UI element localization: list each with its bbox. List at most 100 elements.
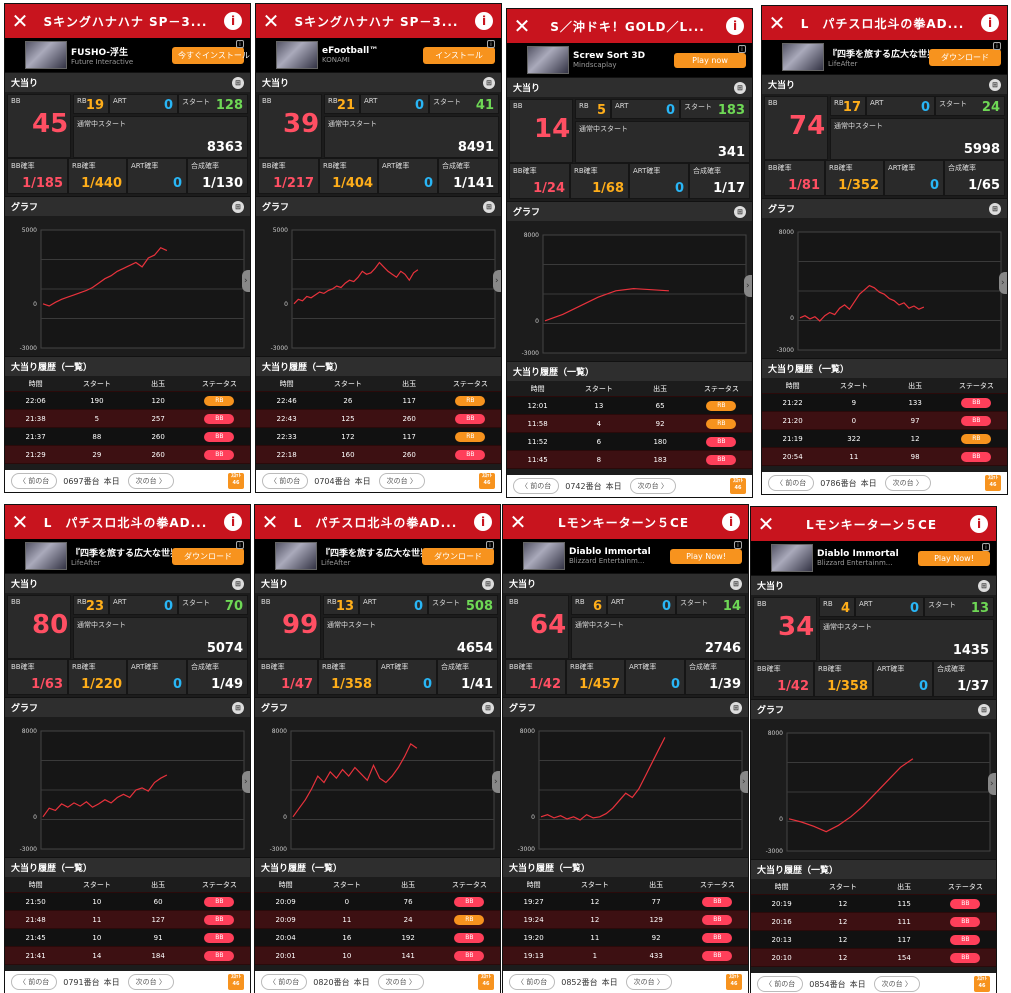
- info-icon[interactable]: i: [981, 14, 999, 32]
- table-row[interactable]: 21:22 9 133 BB: [762, 394, 1007, 412]
- ad-banner[interactable]: Screw Sort 3D Mindscaplay Play now i: [507, 43, 752, 77]
- ad-choices-icon[interactable]: i: [993, 42, 1001, 50]
- table-row[interactable]: 20:09 11 24 RB: [255, 911, 500, 929]
- ad-choices-icon[interactable]: i: [734, 541, 742, 549]
- table-row[interactable]: 20:13 12 117 BB: [751, 931, 996, 949]
- table-row[interactable]: 21:37 88 260 BB: [5, 428, 250, 446]
- prev-machine-button[interactable]: 〈 前の台: [262, 473, 309, 489]
- info-icon[interactable]: i: [970, 515, 988, 533]
- grid-toggle-icon[interactable]: ⊞: [730, 577, 742, 590]
- ad-banner[interactable]: Diablo Immortal Blizzard Entertainm... Pla…: [751, 541, 996, 575]
- table-row[interactable]: 19:27 12 77 BB: [503, 893, 748, 911]
- next-machine-button[interactable]: 次の台 〉: [629, 478, 676, 494]
- table-row[interactable]: 20:19 12 115 BB: [751, 895, 996, 913]
- table-row[interactable]: 21:20 0 97 BB: [762, 412, 1007, 430]
- ad-banner[interactable]: FUSHO-浮生 Future Interactive 今すぐインストール i: [5, 38, 250, 72]
- next-chart-arrow[interactable]: ›: [242, 270, 250, 292]
- grid-toggle-icon[interactable]: ⊞: [989, 78, 1001, 91]
- table-row[interactable]: 21:45 10 91 BB: [5, 929, 250, 947]
- grid-toggle-icon[interactable]: ⊞: [232, 577, 244, 590]
- next-machine-button[interactable]: 次の台 〉: [625, 974, 672, 990]
- grid-toggle-icon[interactable]: ⊞: [730, 701, 742, 714]
- close-icon[interactable]: ✕: [757, 512, 775, 536]
- prev-machine-button[interactable]: 〈 前の台: [261, 974, 308, 990]
- grid-toggle-icon[interactable]: ⊞: [483, 200, 495, 213]
- close-icon[interactable]: ✕: [11, 9, 29, 33]
- next-chart-arrow[interactable]: ›: [740, 771, 748, 793]
- table-row[interactable]: 21:19 322 12 RB: [762, 430, 1007, 448]
- table-row[interactable]: 11:52 6 180 BB: [507, 433, 752, 451]
- table-row[interactable]: 22:18 160 260 BB: [256, 446, 501, 464]
- table-row[interactable]: 22:43 125 260 BB: [256, 410, 501, 428]
- grid-toggle-icon[interactable]: ⊞: [483, 76, 495, 89]
- table-row[interactable]: 22:46 26 117 RB: [256, 392, 501, 410]
- grid-toggle-icon[interactable]: ⊞: [232, 701, 244, 714]
- ad-install-button[interactable]: ダウンロード: [422, 547, 494, 565]
- table-row[interactable]: 20:09 0 76 BB: [255, 893, 500, 911]
- grid-toggle-icon[interactable]: ⊞: [482, 577, 494, 590]
- ad-install-button[interactable]: インストール: [423, 46, 495, 64]
- table-row[interactable]: 19:20 11 92 BB: [503, 929, 748, 947]
- next-chart-arrow[interactable]: ›: [493, 270, 501, 292]
- next-chart-arrow[interactable]: ›: [242, 771, 250, 793]
- prev-machine-button[interactable]: 〈 前の台: [757, 976, 804, 992]
- grid-toggle-icon[interactable]: ⊞: [978, 579, 990, 592]
- table-row[interactable]: 20:04 16 192 BB: [255, 929, 500, 947]
- table-row[interactable]: 22:06 190 120 RB: [5, 392, 250, 410]
- info-icon[interactable]: i: [224, 12, 242, 30]
- prev-machine-button[interactable]: 〈 前の台: [509, 974, 556, 990]
- grid-toggle-icon[interactable]: ⊞: [978, 703, 990, 716]
- close-icon[interactable]: ✕: [261, 510, 279, 534]
- table-row[interactable]: 21:29 29 260 BB: [5, 446, 250, 464]
- ad-install-button[interactable]: Play now: [674, 52, 746, 68]
- table-row[interactable]: 19:13 1 433 BB: [503, 947, 748, 965]
- ad-install-button[interactable]: Play Now!: [670, 548, 742, 564]
- ad-install-button[interactable]: 今すぐインストール: [172, 46, 250, 64]
- grid-toggle-icon[interactable]: ⊞: [482, 701, 494, 714]
- close-icon[interactable]: ✕: [509, 510, 527, 534]
- table-row[interactable]: 20:10 12 154 BB: [751, 949, 996, 967]
- table-row[interactable]: 11:58 4 92 RB: [507, 415, 752, 433]
- next-machine-button[interactable]: 次の台 〉: [873, 976, 920, 992]
- prev-machine-button[interactable]: 〈 前の台: [11, 473, 58, 489]
- next-machine-button[interactable]: 次の台 〉: [127, 974, 174, 990]
- grid-toggle-icon[interactable]: ⊞: [232, 200, 244, 213]
- next-chart-arrow[interactable]: ›: [999, 272, 1007, 294]
- table-row[interactable]: 21:48 11 127 BB: [5, 911, 250, 929]
- ad-install-button[interactable]: ダウンロード: [929, 48, 1001, 66]
- close-icon[interactable]: ✕: [513, 14, 531, 38]
- info-icon[interactable]: i: [475, 12, 493, 30]
- next-chart-arrow[interactable]: ›: [744, 275, 752, 297]
- close-icon[interactable]: ✕: [11, 510, 29, 534]
- prev-machine-button[interactable]: 〈 前の台: [11, 974, 58, 990]
- table-row[interactable]: 21:41 14 184 BB: [5, 947, 250, 965]
- table-row[interactable]: 19:24 12 129 BB: [503, 911, 748, 929]
- table-row[interactable]: 12:01 13 65 RB: [507, 397, 752, 415]
- info-icon[interactable]: i: [224, 513, 242, 531]
- ad-install-button[interactable]: Play Now!: [918, 550, 990, 566]
- next-machine-button[interactable]: 次の台 〉: [378, 473, 425, 489]
- table-row[interactable]: 21:38 5 257 BB: [5, 410, 250, 428]
- ad-banner[interactable]: Diablo Immortal Blizzard Entertainm... Pla…: [503, 539, 748, 573]
- prev-machine-button[interactable]: 〈 前の台: [513, 478, 560, 494]
- info-icon[interactable]: i: [722, 513, 740, 531]
- ad-choices-icon[interactable]: i: [486, 541, 494, 549]
- ad-choices-icon[interactable]: i: [738, 45, 746, 53]
- ad-choices-icon[interactable]: i: [982, 543, 990, 551]
- grid-toggle-icon[interactable]: ⊞: [989, 202, 1001, 215]
- next-machine-button[interactable]: 次の台 〉: [884, 475, 931, 491]
- prev-machine-button[interactable]: 〈 前の台: [768, 475, 815, 491]
- table-row[interactable]: 20:54 11 98 BB: [762, 448, 1007, 466]
- next-machine-button[interactable]: 次の台 〉: [127, 473, 174, 489]
- close-icon[interactable]: ✕: [768, 11, 786, 35]
- ad-choices-icon[interactable]: i: [487, 40, 495, 48]
- table-row[interactable]: 11:45 8 183 BB: [507, 451, 752, 469]
- ad-choices-icon[interactable]: i: [236, 40, 244, 48]
- grid-toggle-icon[interactable]: ⊞: [734, 205, 746, 218]
- next-machine-button[interactable]: 次の台 〉: [377, 974, 424, 990]
- table-row[interactable]: 20:01 10 141 BB: [255, 947, 500, 965]
- ad-install-button[interactable]: ダウンロード: [172, 547, 244, 565]
